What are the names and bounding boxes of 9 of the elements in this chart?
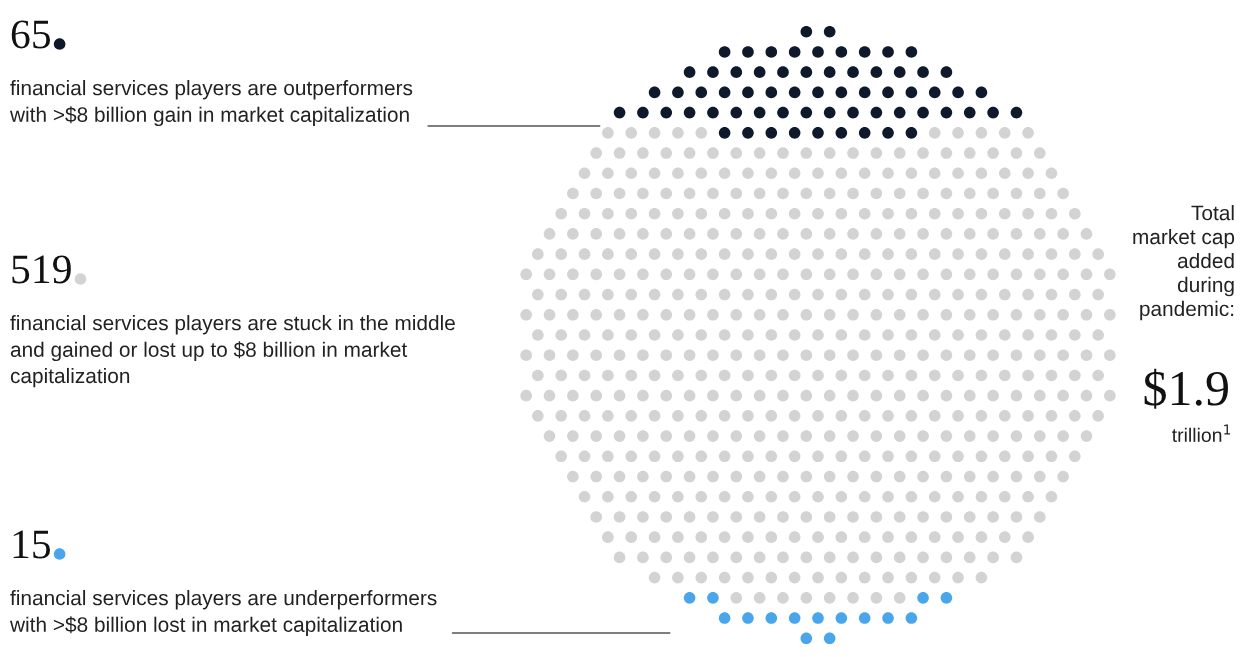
category-label: financial services players are underperformers with >$8 billion lost in market capitalization <box>9 590 437 637</box>
data-label: 519 <box>12 255 71 284</box>
category-label: financial services players are stuck in the middle and gained or lost up to $8 billion in market capitalization <box>10 315 455 388</box>
text: Total market cap added during pandemic: <box>1133 205 1235 321</box>
category-label: financial services players are outperformers with >$8 billion gain in market capitalization <box>9 80 413 127</box>
data-label: 15 <box>13 530 51 559</box>
data-label: 65 <box>11 20 51 49</box>
text: trillion$^{1}$ <box>1172 424 1231 443</box>
text: $1.9 <box>1144 368 1228 409</box>
